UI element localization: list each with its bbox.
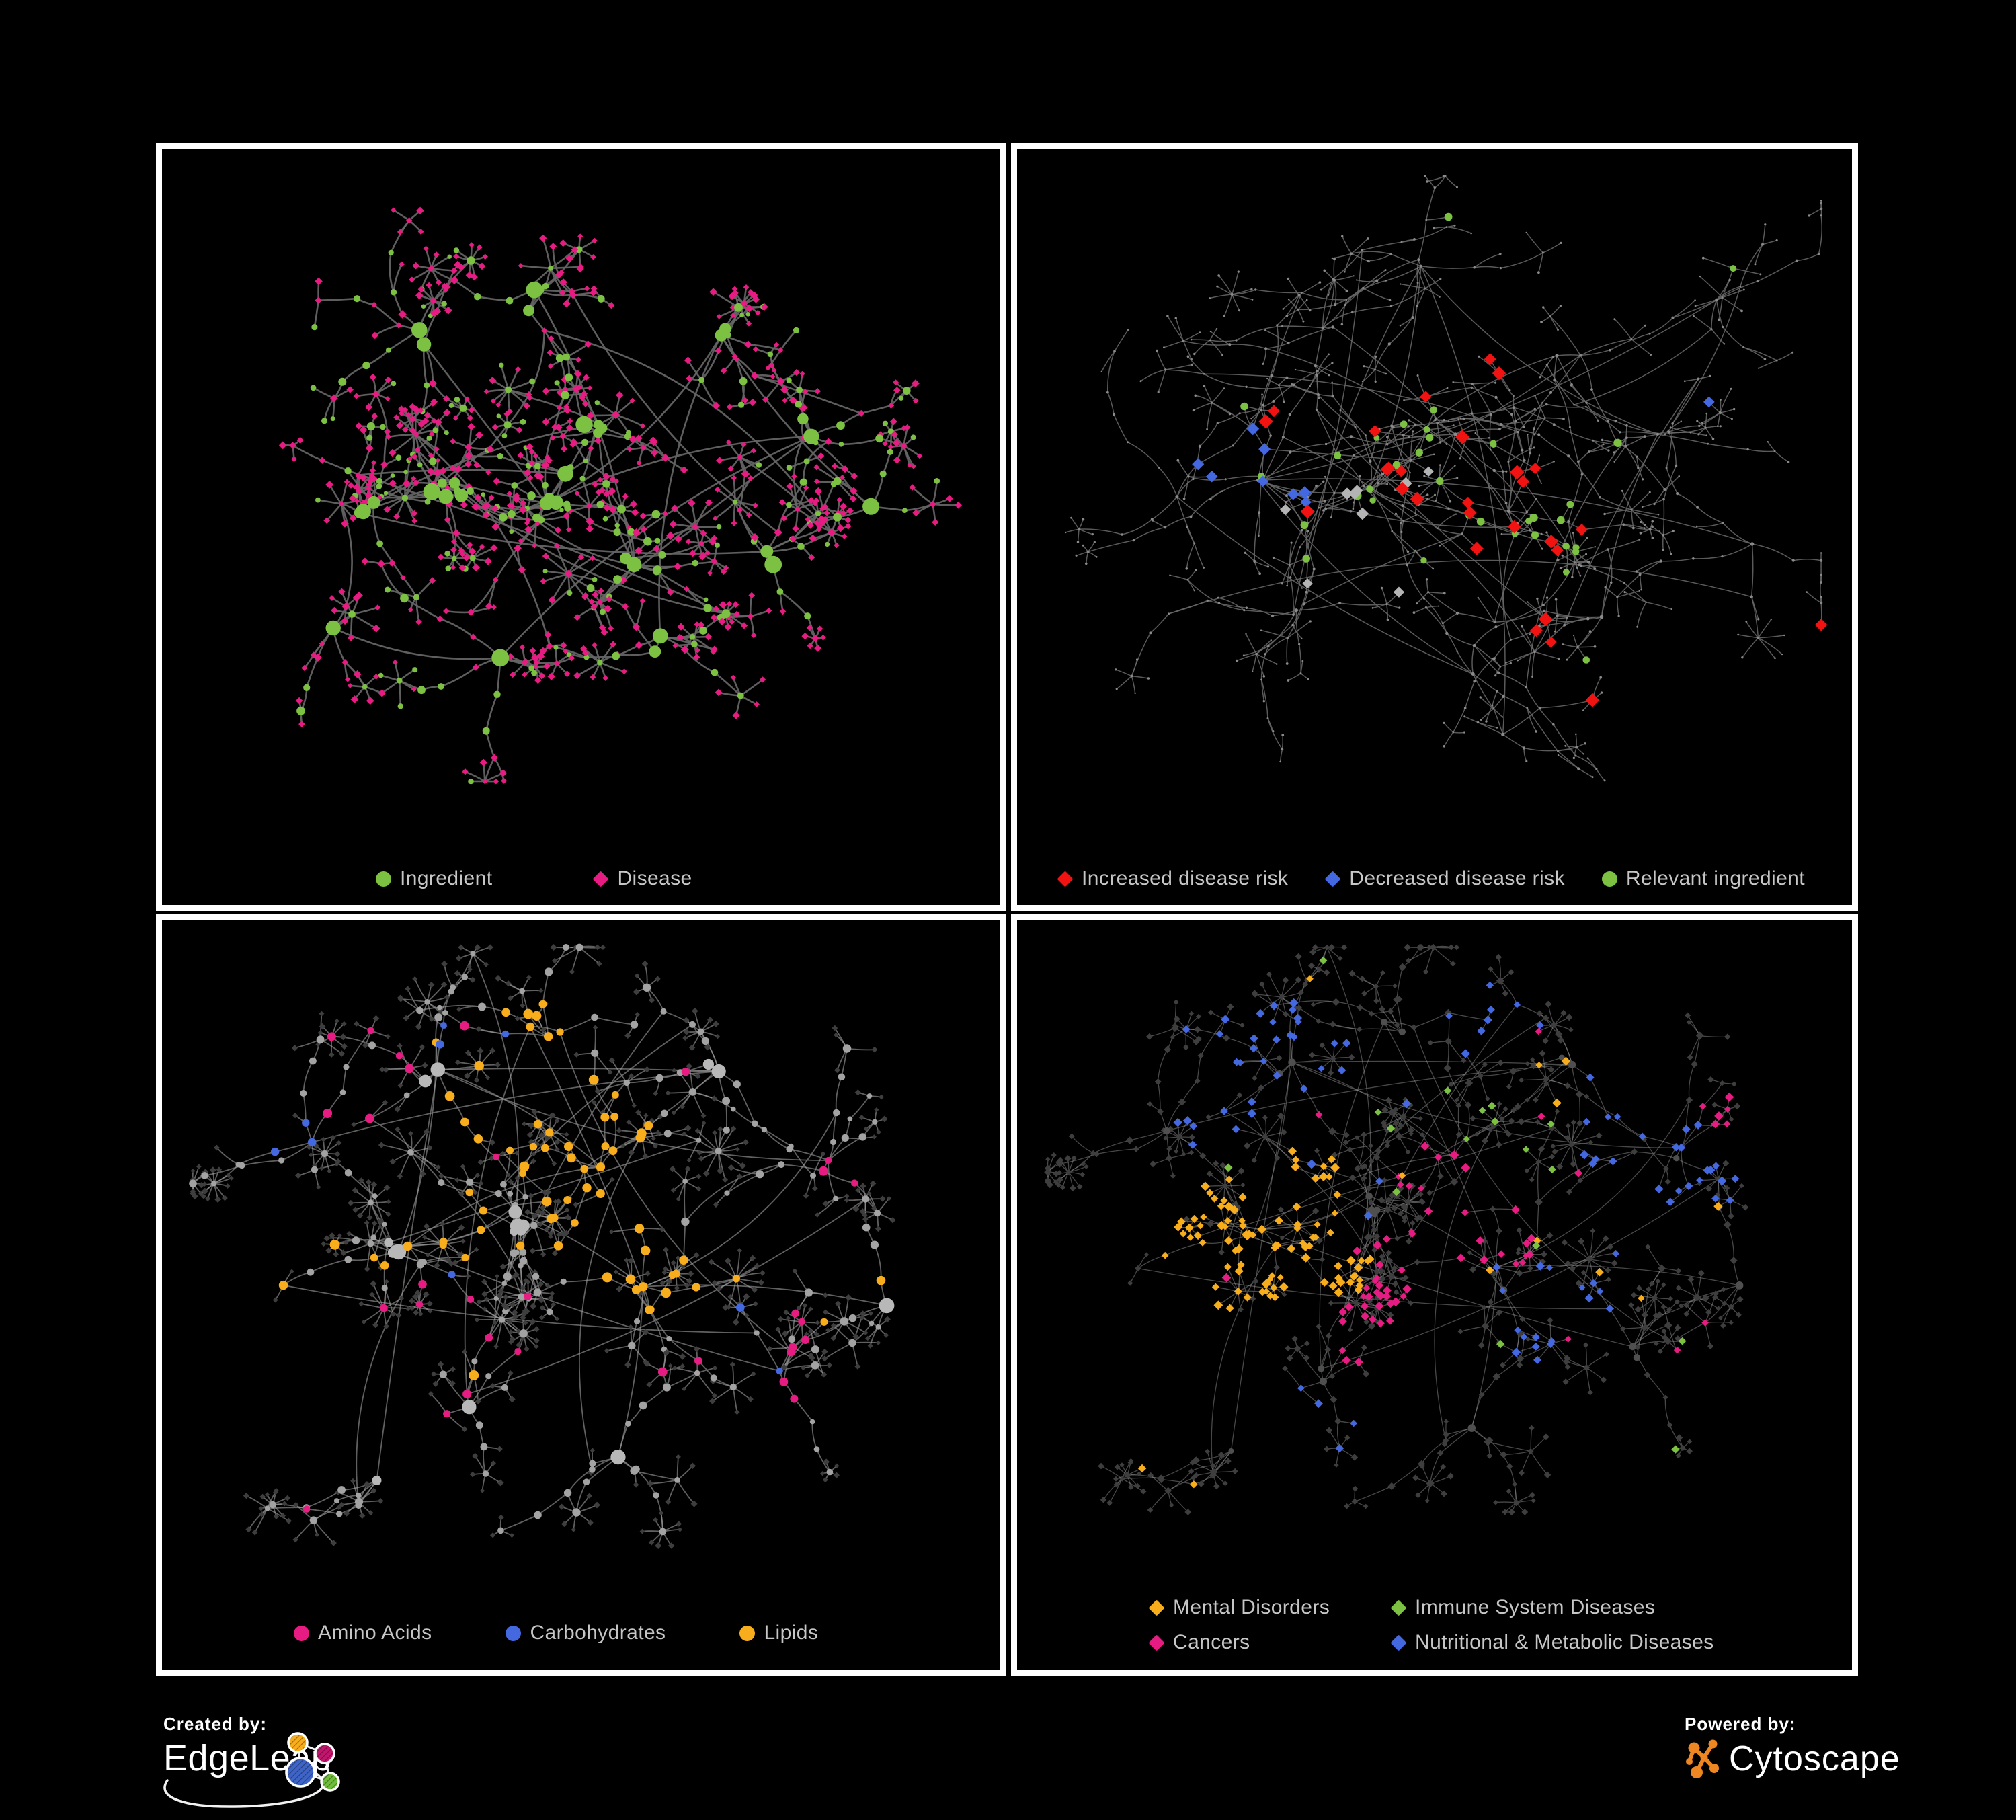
lipids-legend-marker-icon bbox=[739, 1625, 756, 1641]
legend-item-carbohydrates: Carbohydrates bbox=[506, 1622, 666, 1645]
disease-risk-network-canvas bbox=[1064, 175, 1828, 782]
created-by-label: Created by: bbox=[163, 1714, 268, 1734]
carbohydrates-legend-marker-icon bbox=[506, 1625, 522, 1641]
amino-acids-legend-label: Amino Acids bbox=[318, 1622, 432, 1644]
relevant-ingredient-legend-marker-icon bbox=[1601, 871, 1617, 887]
amino-acids-legend-marker-icon bbox=[294, 1625, 309, 1641]
immune-diseases-legend-marker-icon bbox=[1390, 1599, 1407, 1616]
ingredient-legend-label: Ingredient bbox=[400, 867, 493, 889]
legend-item-decreased-risk: Decreased disease risk bbox=[1324, 867, 1565, 890]
cytoscape-wordmark: Cytoscape bbox=[1729, 1739, 1900, 1778]
legend-macronutrients: Amino Acids Carbohydrates Lipids bbox=[294, 1622, 818, 1645]
nutritional-metabolic-legend-marker-icon bbox=[1390, 1634, 1407, 1651]
relevant-ingredient-legend-label: Relevant ingredient bbox=[1625, 867, 1805, 889]
powered-by-block: Powered by: Cytosc bbox=[1685, 1714, 1900, 1780]
mental-disorders-legend-label: Mental Disorders bbox=[1173, 1596, 1330, 1618]
panel-disease-classes: Mental Disorders Immune System Diseases … bbox=[1011, 914, 1858, 1676]
cytoscape-brand: Cytoscape bbox=[1685, 1737, 1900, 1780]
disease-classes-network-canvas bbox=[1044, 943, 1749, 1516]
increased-risk-legend-label: Increased disease risk bbox=[1082, 867, 1289, 889]
disease-legend-marker-icon bbox=[592, 870, 609, 887]
legend-item-amino-acids: Amino Acids bbox=[294, 1622, 432, 1645]
panel-ingredient-disease: Ingredient Disease bbox=[156, 143, 1006, 911]
legend-item-nutritional-metabolic: Nutritional & Metabolic Diseases bbox=[1390, 1631, 1714, 1654]
cytoscape-logo-icon bbox=[1686, 1739, 1719, 1778]
mental-disorders-legend-marker-icon bbox=[1148, 1599, 1165, 1616]
legend-item-ingredient: Ingredient bbox=[376, 867, 492, 890]
legend-item-immune-diseases: Immune System Diseases bbox=[1390, 1596, 1714, 1619]
cancers-legend-label: Cancers bbox=[1173, 1631, 1250, 1653]
increased-risk-legend-marker-icon bbox=[1057, 870, 1074, 887]
decreased-risk-legend-marker-icon bbox=[1324, 870, 1341, 887]
legend-item-relevant-ingredient: Relevant ingredient bbox=[1601, 867, 1805, 890]
edgeleap-brand: EdgeLeap bbox=[163, 1732, 378, 1808]
legend-item-disease: Disease bbox=[592, 867, 692, 890]
edgeleap-network-logo-icon bbox=[285, 1732, 340, 1792]
legend-item-increased-risk: Increased disease risk bbox=[1057, 867, 1288, 890]
lipids-legend-label: Lipids bbox=[764, 1622, 819, 1644]
ingredient-legend-marker-icon bbox=[376, 871, 391, 887]
nutritional-metabolic-legend-label: Nutritional & Metabolic Diseases bbox=[1415, 1631, 1714, 1653]
legend-item-cancers: Cancers bbox=[1148, 1631, 1391, 1654]
macronutrients-network-canvas bbox=[189, 943, 896, 1549]
legend-disease-risk: Increased disease risk Decreased disease… bbox=[1057, 867, 1805, 890]
legend-ingredient-disease: Ingredient Disease bbox=[376, 867, 692, 890]
disease-legend-label: Disease bbox=[617, 867, 692, 889]
panel-disease-risk: Increased disease risk Decreased disease… bbox=[1011, 143, 1858, 911]
legend-item-lipids: Lipids bbox=[739, 1622, 818, 1645]
ingredient-disease-network-canvas bbox=[278, 206, 962, 785]
carbohydrates-legend-label: Carbohydrates bbox=[530, 1622, 666, 1644]
powered-by-label: Powered by: bbox=[1685, 1714, 1796, 1734]
immune-diseases-legend-label: Immune System Diseases bbox=[1415, 1596, 1656, 1618]
created-by-block: Created by: EdgeLeap bbox=[163, 1714, 378, 1808]
legend-disease-classes: Mental Disorders Immune System Diseases … bbox=[1148, 1596, 1714, 1654]
cancers-legend-marker-icon bbox=[1148, 1634, 1165, 1651]
decreased-risk-legend-label: Decreased disease risk bbox=[1349, 867, 1565, 889]
panel-macronutrients: Amino Acids Carbohydrates Lipids bbox=[156, 914, 1006, 1676]
legend-item-mental-disorders: Mental Disorders bbox=[1148, 1596, 1391, 1619]
